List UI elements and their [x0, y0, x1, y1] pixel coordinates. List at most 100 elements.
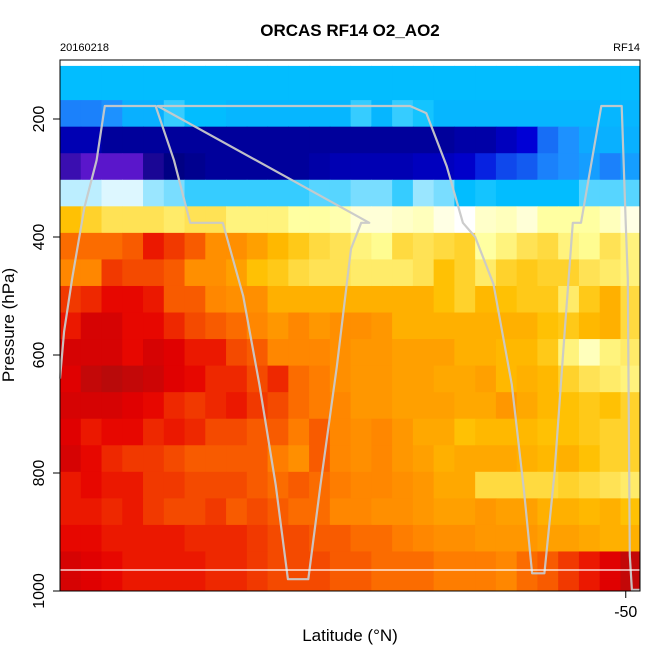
heatmap-cell — [143, 65, 165, 101]
heatmap-cell — [475, 418, 497, 446]
heatmap-cell — [495, 179, 518, 207]
heatmap-cell — [309, 179, 331, 207]
heatmap-cell — [537, 392, 559, 420]
heatmap-cell — [412, 365, 435, 393]
heatmap-cell — [392, 232, 414, 260]
heatmap-cell — [122, 445, 144, 473]
heatmap-cell — [288, 232, 310, 260]
heatmap-cell — [267, 551, 289, 579]
heatmap-cell — [143, 498, 165, 526]
heatmap-cell — [80, 339, 103, 367]
heatmap-cell — [163, 365, 186, 393]
heatmap-cell — [122, 339, 144, 367]
heatmap-cell — [226, 312, 248, 340]
heatmap-cell — [578, 232, 601, 260]
heatmap-cell — [267, 65, 289, 101]
heatmap-cell — [537, 65, 559, 101]
heatmap-cell — [267, 418, 289, 446]
y-tick-label: 400 — [31, 224, 48, 251]
heatmap-cell — [475, 65, 497, 101]
heatmap-cell — [558, 206, 580, 234]
heatmap-cell — [205, 126, 227, 154]
heatmap-cell — [329, 578, 352, 592]
heatmap-cell — [267, 312, 289, 340]
heatmap-cell — [620, 232, 641, 260]
heatmap-cell — [371, 392, 393, 420]
heatmap-cell — [184, 365, 206, 393]
heatmap-cell — [101, 206, 123, 234]
heatmap-cell — [620, 418, 641, 446]
heatmap-cell — [246, 578, 269, 592]
heatmap-cell — [205, 65, 227, 101]
heatmap-cell — [205, 100, 227, 128]
heatmap-cell — [163, 312, 186, 340]
heatmap-cell — [371, 498, 393, 526]
heatmap-cell — [205, 179, 227, 207]
heatmap-cell — [309, 206, 331, 234]
heatmap-cell — [122, 179, 144, 207]
heatmap-cell — [122, 259, 144, 287]
heatmap-cell — [60, 259, 82, 287]
heatmap-cell — [350, 578, 372, 592]
heatmap-cell — [371, 445, 393, 473]
heatmap-cell — [122, 100, 144, 128]
heatmap-cell — [475, 445, 497, 473]
heatmap-cell — [516, 206, 538, 234]
heatmap-cell — [267, 365, 289, 393]
heatmap-cell — [495, 418, 518, 446]
heatmap-cell — [558, 339, 580, 367]
heatmap-cell — [309, 232, 331, 260]
heatmap-cell — [143, 206, 165, 234]
heatmap-cell — [163, 445, 186, 473]
heatmap-cell — [537, 498, 559, 526]
heatmap-cell — [163, 232, 186, 260]
heatmap-cell — [392, 285, 414, 314]
heatmap-cell — [143, 179, 165, 207]
heatmap-cell — [516, 339, 538, 367]
heatmap-cell — [578, 471, 601, 499]
heatmap-cell — [288, 339, 310, 367]
heatmap-cell — [475, 498, 497, 526]
heatmap-cell — [267, 153, 289, 181]
heatmap-cell — [412, 392, 435, 420]
heatmap-cell — [143, 551, 165, 579]
heatmap-cell — [60, 339, 82, 367]
heatmap-cell — [122, 524, 144, 552]
heatmap-cell — [537, 551, 559, 579]
heatmap-cell — [288, 418, 310, 446]
heatmap-cell — [392, 153, 414, 181]
heatmap-cell — [329, 418, 352, 446]
heatmap-cell — [412, 232, 435, 260]
heatmap-cell — [516, 65, 538, 101]
y-tick-label: 200 — [31, 106, 48, 133]
heatmap-cell — [620, 365, 641, 393]
heatmap-cell — [516, 153, 538, 181]
heatmap-cell — [371, 524, 393, 552]
heatmap-cell — [309, 445, 331, 473]
heatmap-cell — [516, 418, 538, 446]
heatmap-cell — [433, 179, 455, 207]
heatmap-cell — [371, 339, 393, 367]
heatmap-cell — [350, 445, 372, 473]
heatmap-cell — [599, 153, 621, 181]
heatmap-cell — [184, 578, 206, 592]
heatmap-cell — [101, 312, 123, 340]
heatmap-cell — [454, 524, 476, 552]
heatmap-cell — [495, 312, 518, 340]
heatmap-cell — [454, 259, 476, 287]
heatmap-cell — [122, 153, 144, 181]
heatmap-cell — [246, 285, 269, 314]
heatmap-cell — [516, 578, 538, 592]
heatmap-cell — [454, 285, 476, 314]
heatmap-cell — [578, 285, 601, 314]
heatmap-cell — [578, 179, 601, 207]
heatmap-cell — [620, 445, 641, 473]
heatmap-cell — [350, 179, 372, 207]
heatmap-cell — [599, 471, 621, 499]
heatmap-cell — [578, 259, 601, 287]
heatmap-cell — [246, 445, 269, 473]
heatmap-cell — [433, 65, 455, 101]
heatmap-cell — [495, 126, 518, 154]
heatmap-cell — [288, 445, 310, 473]
